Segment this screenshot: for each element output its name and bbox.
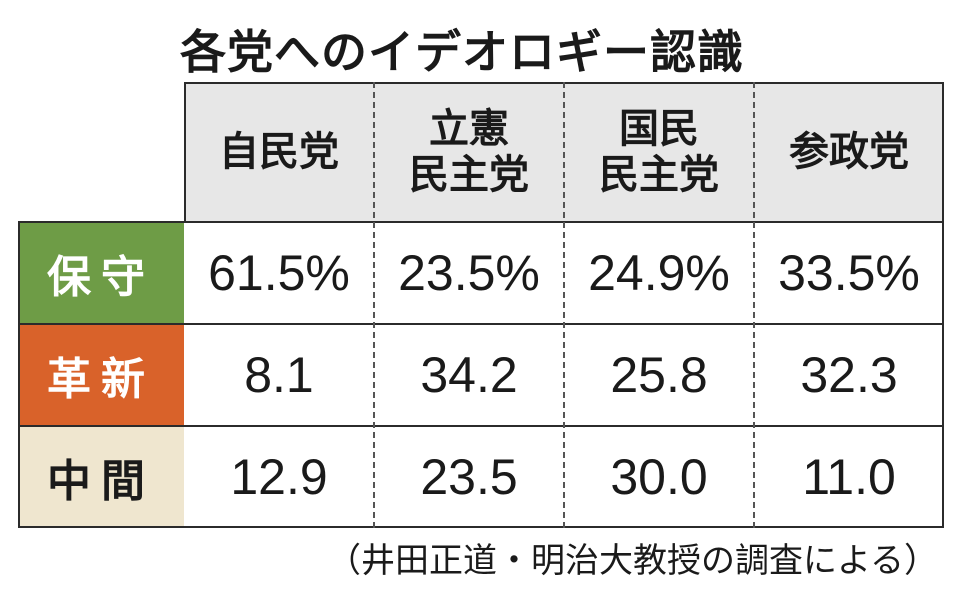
- table-cell-value: 8.1: [244, 347, 314, 403]
- column-header-line: 国民: [619, 105, 699, 152]
- table-cell-value: 25.8: [610, 347, 708, 403]
- table-cell-value: 11.0: [802, 449, 896, 505]
- column-header-text: 国民 民主党: [599, 106, 719, 198]
- column-header-text: 参政党: [789, 129, 909, 175]
- table-cell-value: 34.2: [420, 347, 518, 403]
- table-cell-value: 33.5%: [778, 245, 920, 301]
- column-header: 自民党: [184, 82, 374, 222]
- table-cell-value: 12.9: [230, 449, 328, 505]
- column-divider: [563, 82, 565, 528]
- table-cell-value: 23.5%: [398, 245, 540, 301]
- table-cell-value: 32.3: [800, 347, 898, 403]
- row-label: 革新: [18, 324, 184, 426]
- table-border: [184, 82, 186, 222]
- source-note: （井田正道・明治大教授の調査による）: [327, 541, 938, 581]
- column-header: 参政党: [754, 82, 944, 222]
- row-label: 中間: [18, 426, 184, 528]
- row-divider: [18, 425, 944, 427]
- column-header-text: 立憲 民主党: [409, 106, 529, 198]
- table-border: [942, 82, 944, 528]
- table-cell-value: 24.9%: [588, 245, 730, 301]
- table-cell-value: 23.5: [420, 449, 518, 505]
- table-cell-value: 30.0: [610, 449, 708, 505]
- chart-title: 各党へのイデオロギー認識: [180, 25, 744, 79]
- row-divider: [18, 221, 944, 223]
- column-divider: [753, 82, 755, 528]
- column-header: 国民 民主党: [564, 82, 754, 222]
- column-header-line: 民主党: [409, 151, 529, 198]
- table-cell-value: 61.5%: [208, 245, 350, 301]
- column-header-line: 参政党: [789, 128, 909, 175]
- column-divider: [373, 82, 375, 528]
- column-header: 立憲 民主党: [374, 82, 564, 222]
- ideology-table: 自民党 立憲 民主党 国民 民主党 参政党 保守 61.5% 23.5% 24.9% 33.5% 革新…: [18, 82, 944, 528]
- table-border: [18, 526, 944, 528]
- table-border: [18, 222, 20, 528]
- column-header-text: 自民党: [219, 129, 339, 175]
- row-label: 保守: [18, 222, 184, 324]
- row-divider: [18, 323, 944, 325]
- column-header-line: 民主党: [599, 151, 719, 198]
- column-header-line: 立憲: [429, 105, 509, 152]
- column-header-line: 自民党: [219, 128, 339, 175]
